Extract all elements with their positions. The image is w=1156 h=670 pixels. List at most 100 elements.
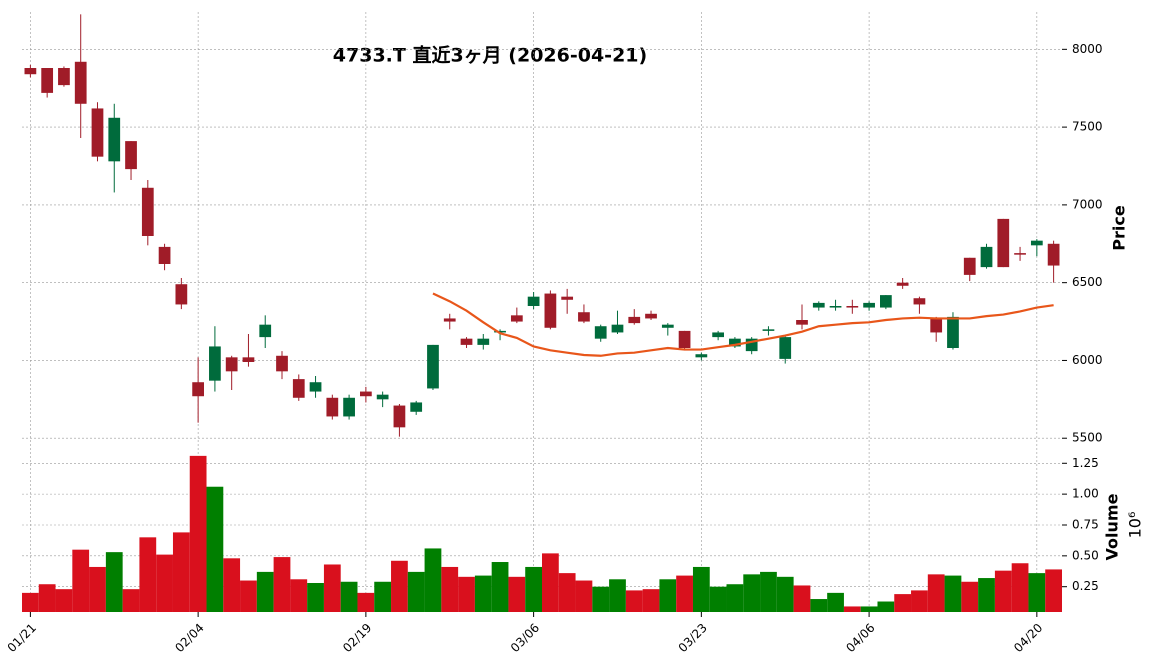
candle-body (393, 405, 406, 428)
candle-body (779, 337, 792, 359)
candle-body (410, 402, 423, 412)
volume-bar (709, 586, 727, 612)
chart-title: 4733.T 直近3ヶ月 (2026-04-21) (333, 44, 647, 67)
x-tick-label: 01/21 (5, 621, 39, 655)
volume-bar (575, 580, 593, 612)
candle-body (292, 379, 305, 398)
candle-body (1014, 253, 1026, 255)
candle-body (997, 218, 1010, 268)
candle-body (158, 246, 171, 264)
candle-body (796, 320, 808, 325)
candle-body (829, 306, 842, 308)
candle-body (1030, 240, 1043, 246)
y-tick-label: 6000 (1072, 353, 1103, 367)
volume-bar (55, 589, 73, 612)
candle-body (544, 293, 557, 328)
candle-body (91, 108, 104, 157)
x-tick-label: 02/04 (172, 621, 206, 655)
volume-bar (676, 575, 693, 612)
volume-bar (592, 586, 610, 612)
y-tick-label: 1.00 (1072, 487, 1099, 501)
x-tick-label: 04/20 (1011, 621, 1045, 655)
volume-bar (407, 571, 425, 612)
volume-bar (38, 584, 56, 612)
y-tick-label: 1.25 (1072, 456, 1099, 470)
candle-body (477, 338, 490, 345)
volume-bar (911, 590, 928, 612)
volume-bar (491, 562, 509, 612)
volume-axis-label: Volume (1103, 493, 1122, 560)
candle-body (125, 141, 137, 170)
candle-body (108, 117, 121, 162)
candle-body (947, 316, 959, 348)
candle-body (192, 382, 204, 397)
volume-bar (374, 581, 392, 612)
volume-bar (642, 589, 660, 612)
y-tick-label: 0.25 (1072, 579, 1099, 593)
candle-body (343, 397, 355, 417)
volume-bar (978, 578, 995, 612)
volume-bar (256, 571, 274, 612)
candle-body (175, 284, 188, 305)
candle-body (561, 296, 574, 300)
candle-body (645, 313, 657, 319)
candle-body (209, 346, 221, 381)
volume-bar (659, 579, 677, 612)
volume-bar (22, 592, 39, 612)
x-tick-label: 02/19 (340, 621, 374, 655)
volume-bar (726, 584, 744, 612)
volume-bar (105, 552, 123, 612)
candle-body (494, 330, 506, 333)
volume-bar (944, 575, 962, 612)
volume-bar (961, 581, 979, 612)
candle-body (712, 332, 724, 338)
volume-bar (1011, 563, 1029, 612)
candle-body (41, 68, 54, 93)
volume-bar (474, 575, 492, 612)
candle-body (74, 61, 87, 104)
y-tick-label: 8000 (1072, 42, 1103, 56)
volume-bar (72, 549, 90, 612)
candle-body (326, 397, 339, 417)
volume-bar (558, 573, 576, 612)
candle-body (762, 329, 775, 331)
candle-body (58, 68, 70, 86)
volume-bar (877, 601, 895, 612)
volume-bar (525, 566, 542, 612)
volume-bar (692, 566, 710, 612)
candle-body (863, 302, 875, 308)
candle-body (1047, 243, 1060, 266)
volume-bar (357, 592, 375, 612)
volume-bar (810, 599, 828, 612)
volume-scale-label: 10⁶ (1126, 512, 1145, 539)
volume-bar (424, 548, 442, 612)
volume-bar (508, 576, 526, 612)
candle-body (678, 330, 691, 348)
volume-bar (172, 532, 190, 612)
candle-body (242, 357, 255, 362)
x-tick-label: 03/06 (508, 621, 542, 655)
candle-body (880, 295, 892, 308)
y-tick-label: 5500 (1072, 431, 1103, 445)
volume-bar (391, 560, 408, 612)
volume-bar (860, 606, 878, 612)
volume-bar (793, 585, 811, 612)
candle-body (427, 344, 439, 389)
volume-bar (776, 576, 794, 612)
volume-bar (843, 606, 861, 612)
volume-bar (307, 582, 324, 612)
volume-bar (206, 486, 224, 612)
y-tick-label: 6500 (1072, 275, 1103, 289)
candle-body (443, 318, 456, 322)
volume-bar (223, 558, 241, 612)
volume-bar (894, 594, 912, 612)
volume-bar (1028, 573, 1046, 612)
volume-bar (542, 553, 559, 612)
volume-bar (760, 571, 777, 612)
volume-bar (240, 580, 257, 612)
volume-bar (340, 581, 358, 612)
candle-body (24, 68, 37, 75)
volume-bar (89, 566, 106, 612)
candle-body (594, 326, 607, 339)
